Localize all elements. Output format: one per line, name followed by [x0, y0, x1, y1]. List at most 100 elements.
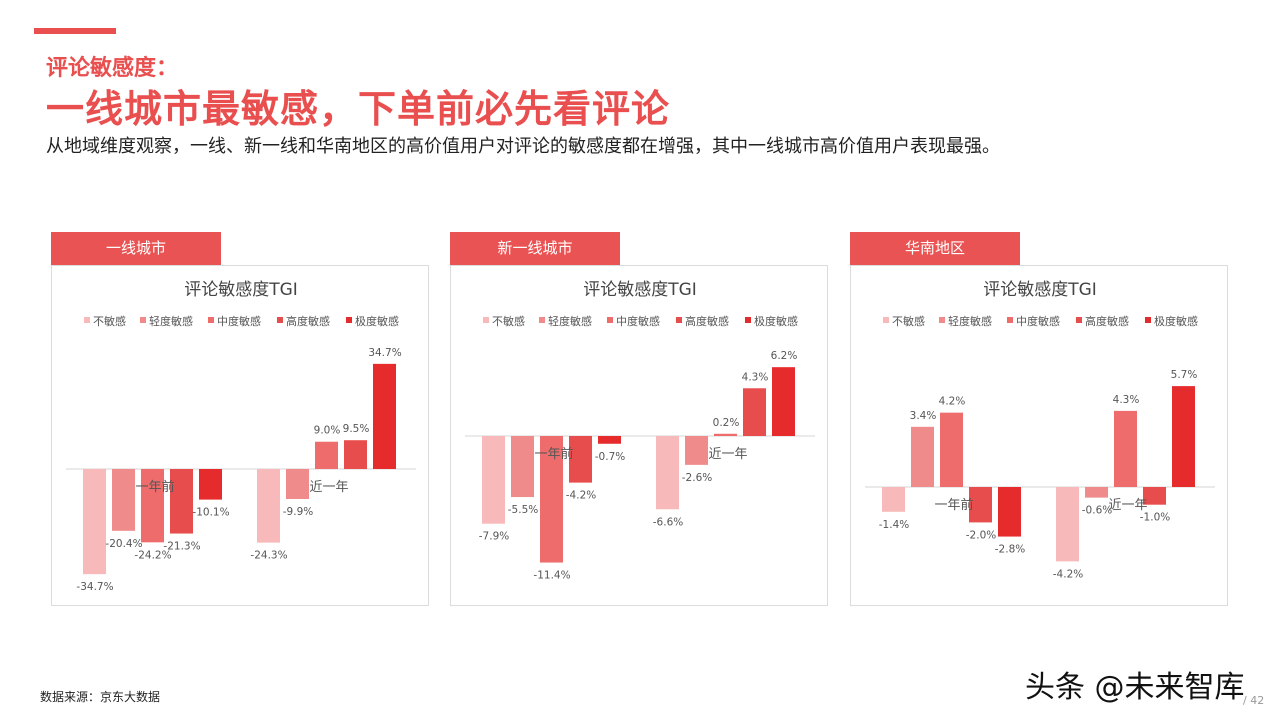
legend-label: 中度敏感 [616, 314, 660, 328]
data-label: -2.8% [995, 544, 1025, 556]
data-label: 9.0% [314, 425, 341, 437]
category-label: 一年前 [934, 497, 973, 513]
page-title: 一线城市最敏感，下单前必先看评论 [46, 87, 671, 131]
legend-swatch [1076, 317, 1082, 323]
data-label: -21.3% [163, 541, 200, 553]
category-label: 近一年 [1108, 498, 1147, 513]
data-label: -10.1% [192, 507, 229, 519]
data-label: -11.4% [533, 570, 570, 582]
legend-label: 极度敏感 [355, 314, 399, 328]
data-label: -4.2% [566, 490, 596, 502]
data-label: -9.9% [283, 506, 313, 518]
data-label: 4.3% [1113, 394, 1140, 406]
chart-tab-tier1: 一线城市 [51, 232, 221, 265]
legend-label: 高度敏感 [286, 314, 330, 328]
data-label: -0.7% [595, 451, 625, 463]
legend-label: 轻度敏感 [548, 314, 592, 328]
legend-label: 轻度敏感 [149, 314, 193, 328]
legend-label: 轻度敏感 [948, 314, 992, 328]
legend-swatch [277, 317, 283, 323]
bar [83, 469, 106, 575]
legend-swatch [140, 317, 146, 323]
legend-label: 不敏感 [492, 314, 525, 328]
data-label: -5.5% [508, 504, 538, 516]
legend-swatch [483, 317, 489, 323]
data-label: 34.7% [368, 347, 401, 359]
data-label: -1.0% [1140, 512, 1170, 524]
bar [882, 487, 905, 512]
data-label: -6.6% [653, 516, 683, 528]
bar [685, 436, 708, 465]
page-number: / 42 [1243, 694, 1265, 707]
legend-swatch [676, 317, 682, 323]
legend-swatch [1007, 317, 1013, 323]
bar [998, 487, 1021, 537]
bar [1143, 487, 1166, 505]
bar [772, 367, 795, 436]
data-label: -20.4% [105, 538, 142, 550]
chart-title: 评论敏感度TGI [184, 280, 298, 300]
legend-swatch [539, 317, 545, 323]
bar [940, 412, 963, 487]
data-label: -2.0% [966, 529, 996, 541]
bar [714, 433, 737, 436]
data-source: 数据来源：京东大数据 [40, 690, 161, 704]
data-label: -4.2% [1053, 568, 1083, 580]
bar [1056, 487, 1079, 562]
data-label: -2.6% [682, 472, 712, 484]
legend-swatch [883, 317, 889, 323]
data-label: 4.3% [742, 371, 769, 383]
data-label: 5.7% [1171, 369, 1198, 381]
legend-swatch [1145, 317, 1151, 323]
bar [569, 436, 592, 483]
legend-swatch [745, 317, 751, 323]
chart-panel-tier1: 评论敏感度TGI 不敏感 轻度敏感 中度敏感 高度敏感 极度敏感 -34.7% -20.4% -… [51, 265, 429, 606]
accent-bar [34, 28, 116, 34]
bar [112, 469, 135, 531]
data-label: -24.2% [134, 549, 171, 561]
category-label: 近一年 [708, 447, 747, 462]
chart-title: 评论敏感度TGI [583, 280, 697, 300]
bar [598, 436, 621, 444]
bar [344, 440, 367, 469]
bar [1172, 386, 1195, 487]
bar [540, 436, 563, 563]
legend-swatch [346, 317, 352, 323]
data-label: 9.5% [343, 423, 370, 435]
legend-label: 极度敏感 [754, 314, 798, 328]
data-label: 4.2% [939, 396, 966, 408]
bar [286, 469, 309, 499]
bar [199, 469, 222, 500]
bar [257, 469, 280, 543]
bar [969, 487, 992, 523]
bar [170, 469, 193, 534]
bar [482, 436, 505, 524]
chart-tab-new-tier1: 新一线城市 [450, 232, 620, 265]
bar [1114, 410, 1137, 487]
bar [911, 426, 934, 487]
category-label: 一年前 [534, 446, 573, 462]
bar [373, 363, 396, 469]
data-label: -7.9% [479, 531, 509, 543]
data-label: 6.2% [771, 350, 798, 362]
legend-swatch [208, 317, 214, 323]
legend-label: 中度敏感 [217, 314, 261, 328]
legend-label: 高度敏感 [1085, 314, 1129, 328]
legend-label: 不敏感 [892, 314, 925, 328]
subtitle: 从地域维度观察，一线、新一线和华南地区的高价值用户对评论的敏感度都在增强，其中一… [46, 136, 1000, 157]
data-label: 3.4% [910, 410, 937, 422]
bar [315, 441, 338, 469]
data-label: -24.3% [250, 550, 287, 562]
kicker: 评论敏感度： [46, 56, 179, 81]
data-label: -34.7% [76, 581, 113, 593]
chart-panel-south: 评论敏感度TGI 不敏感 轻度敏感 中度敏感 高度敏感 极度敏感 -1.4% 3.4% 4.2%… [850, 265, 1228, 606]
chart-title: 评论敏感度TGI [983, 280, 1097, 300]
data-label: 0.2% [713, 417, 740, 429]
legend-swatch [84, 317, 90, 323]
bar [1085, 487, 1108, 498]
bar [656, 436, 679, 510]
legend-swatch [939, 317, 945, 323]
legend-swatch [607, 317, 613, 323]
legend-label: 极度敏感 [1154, 314, 1198, 328]
category-label: 一年前 [135, 479, 174, 495]
